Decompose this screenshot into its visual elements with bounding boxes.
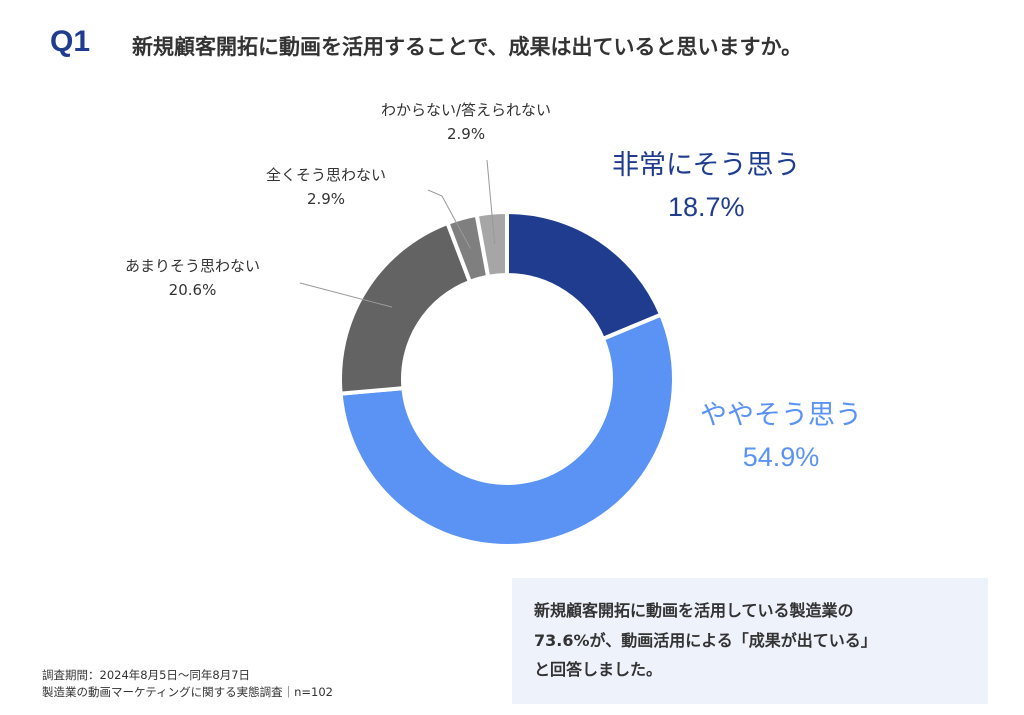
slice-label-name: あまりそう思わない xyxy=(125,257,261,275)
survey-footnote: 調査期間：2024年8月5日〜同年8月7日 製造業の動画マーケティングに関する実… xyxy=(42,667,333,700)
slice-label-value: 54.9% xyxy=(742,441,820,472)
leader-line xyxy=(486,159,496,245)
leader-line xyxy=(427,189,471,249)
callout-line: 新規顧客開拓に動画を活用している製造業の xyxy=(534,601,854,620)
callout-line: と回答しました。 xyxy=(534,660,663,680)
footnote-survey: 製造業の動画マーケティングに関する実態調査｜n=102 xyxy=(42,684,333,699)
slice-label-somewhat: ややそう思う 54.9% xyxy=(700,396,862,477)
slice-label-not-much: あまりそう思わない 20.6% xyxy=(125,254,260,302)
callout-line: 73.6%が、動画活用による「成果が出ている」 xyxy=(534,630,877,650)
slice-label-name: ややそう思う xyxy=(700,400,862,431)
slice-label-name: わからない/答えられない xyxy=(381,101,552,119)
leader-line xyxy=(299,282,393,308)
slice-label-value: 18.7% xyxy=(667,191,745,222)
slice-label-value: 2.9% xyxy=(306,190,346,208)
slice-somewhat xyxy=(338,311,676,548)
question-number: Q1 xyxy=(50,25,91,58)
slice-not-much xyxy=(338,220,473,396)
donut-slices xyxy=(338,209,676,548)
summary-callout: 新規顧客開拓に動画を活用している製造業の 73.6%が、動画活用による「成果が出… xyxy=(512,578,988,704)
slice-label-value: 20.6% xyxy=(168,281,217,299)
slice-label-value: 2.9% xyxy=(446,125,486,143)
slice-label-very-much: 非常にそう思う 18.7% xyxy=(612,146,800,227)
slice-dont-know xyxy=(474,209,509,280)
leader-lines xyxy=(299,159,496,308)
slice-label-name: 全くそう思わない xyxy=(266,166,387,184)
slice-label-dont-know: わからない/答えられない 2.9% xyxy=(381,98,551,146)
slice-label-name: 非常にそう思う xyxy=(612,150,801,181)
slice-label-not-at-all: 全くそう思わない 2.9% xyxy=(266,163,386,211)
slice-very-much xyxy=(505,209,664,342)
footnote-period: 調査期間：2024年8月5日〜同年8月7日 xyxy=(42,668,251,682)
question-title: 新規顧客開拓に動画を活用することで、成果は出ていると思いますか。 xyxy=(132,35,803,59)
